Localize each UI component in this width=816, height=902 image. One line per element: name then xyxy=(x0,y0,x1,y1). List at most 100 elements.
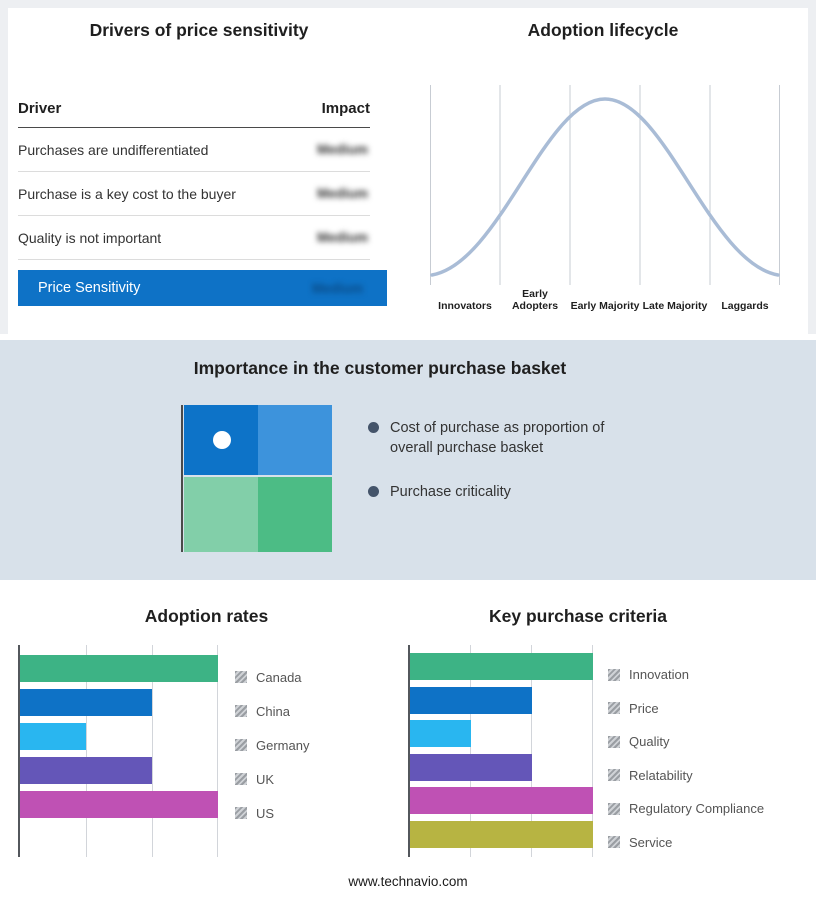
legend-item: UK xyxy=(235,762,309,796)
legend-item: Price xyxy=(608,692,764,726)
list-item: Purchase criticality xyxy=(368,482,648,502)
legend-item: US xyxy=(235,796,309,830)
stage-label: Laggards xyxy=(721,300,769,313)
lifecycle-title: Adoption lifecycle xyxy=(527,20,679,40)
bar-us xyxy=(20,791,218,818)
bar-price xyxy=(410,686,532,714)
bar-quality xyxy=(410,720,471,747)
table-row: Purchases are undifferentiated Medium xyxy=(18,128,370,172)
legend-swatch-icon xyxy=(235,671,247,683)
gridline xyxy=(592,645,593,857)
purchase-basket-matrix xyxy=(181,405,332,552)
bar-innovation xyxy=(410,653,593,680)
legend-swatch-icon xyxy=(235,705,247,717)
stage-label: Early Adopters xyxy=(511,287,559,313)
bullet-marker-icon xyxy=(368,422,379,433)
legend-swatch-icon xyxy=(608,702,620,715)
bar-relatability xyxy=(410,753,532,781)
bar-service xyxy=(410,820,593,848)
legend-label: Quality xyxy=(629,734,670,750)
gridline xyxy=(152,645,153,857)
matrix-position-dot xyxy=(213,431,231,449)
drivers-table-header: Driver Impact xyxy=(18,90,370,128)
legend-label: China xyxy=(256,703,290,719)
key-purchase-criteria-legend: Innovation Price Quality Relatability Re… xyxy=(608,658,764,859)
legend-swatch-icon xyxy=(608,836,620,849)
price-sensitivity-row: Price Sensitivity Medium xyxy=(18,270,387,306)
impact-cell-blurred: Medium xyxy=(311,280,363,296)
bar-uk xyxy=(20,757,152,784)
drivers-table: Driver Impact Purchases are undifferenti… xyxy=(18,90,370,260)
gridline xyxy=(86,645,87,857)
lifecycle-curve-path xyxy=(430,97,780,277)
bar-regulatory-compliance xyxy=(410,787,593,814)
legend-item: Canada xyxy=(235,660,309,694)
gridline xyxy=(217,645,218,857)
adoption-rates-bars xyxy=(20,655,218,825)
legend-label: UK xyxy=(256,771,275,787)
quadrant-br xyxy=(258,477,332,552)
quadrant-tl xyxy=(184,405,258,475)
gridline xyxy=(531,645,532,857)
driver-cell: Purchases are undifferentiated xyxy=(18,141,209,158)
legend-swatch-icon xyxy=(608,769,620,782)
quadrant-tr xyxy=(258,405,332,475)
legend-swatch-icon xyxy=(608,802,620,815)
table-row: Quality is not important Medium xyxy=(18,216,370,260)
impact-cell-blurred: Medium xyxy=(316,186,368,201)
stage-label: Innovators xyxy=(438,300,492,313)
basket-title: Importance in the customer purchase bask… xyxy=(193,358,567,378)
legend-label: Canada xyxy=(256,669,302,685)
stage-label: Late Majority xyxy=(642,300,708,313)
col-impact: Impact xyxy=(321,100,370,117)
legend-item: Innovation xyxy=(608,658,764,692)
legend-label: Relatability xyxy=(629,767,693,783)
bar-canada xyxy=(20,655,218,682)
legend-item: Quality xyxy=(608,725,764,759)
gridline xyxy=(470,645,471,857)
bar-germany xyxy=(20,723,86,750)
frame-right xyxy=(808,0,816,334)
legend-label: Regulatory Compliance xyxy=(629,801,765,817)
legend-label: Price xyxy=(629,700,659,716)
basket-section: Importance in the customer purchase bask… xyxy=(0,340,816,580)
bottom-charts-section: Adoption rates Key purchase criteria Can… xyxy=(0,580,816,902)
key-purchase-criteria-title: Key purchase criteria xyxy=(488,606,667,626)
basket-bullets: Cost of purchase as proportion of overal… xyxy=(368,418,648,502)
bar-china xyxy=(20,689,152,716)
drivers-title: Drivers of price sensitivity xyxy=(89,20,309,40)
legend-label: Germany xyxy=(256,737,310,753)
price-sensitivity-label: Price Sensitivity xyxy=(38,280,141,296)
impact-cell-blurred: Medium xyxy=(316,142,368,157)
quadrant-bl xyxy=(184,477,258,552)
list-item: Cost of purchase as proportion of overal… xyxy=(368,418,648,458)
lifecycle-plot xyxy=(430,85,780,285)
legend-swatch-icon xyxy=(235,739,247,751)
adoption-rates-legend: Canada China Germany UK US xyxy=(235,660,309,830)
col-driver: Driver xyxy=(18,100,62,117)
legend-swatch-icon xyxy=(235,807,247,819)
lifecycle-panel: Adoption lifecycle Innovators Early Adop… xyxy=(398,8,808,334)
bullet-text: Cost of purchase as proportion of overal… xyxy=(390,420,605,456)
driver-cell: Quality is not important xyxy=(18,229,162,246)
legend-item: Service xyxy=(608,826,764,860)
lifecycle-stage-labels: Innovators Early Adopters Early Majority… xyxy=(430,283,780,313)
legend-item: China xyxy=(235,694,309,728)
adoption-rates-title: Adoption rates xyxy=(144,606,269,626)
legend-label: US xyxy=(256,805,275,821)
legend-swatch-icon xyxy=(608,735,620,748)
legend-item: Relatability xyxy=(608,759,764,793)
table-row: Purchase is a key cost to the buyer Medi… xyxy=(18,172,370,216)
legend-swatch-icon xyxy=(608,668,620,681)
adoption-rates-plot xyxy=(18,645,218,857)
legend-item: Regulatory Compliance xyxy=(608,792,764,826)
key-purchase-criteria-bars xyxy=(410,653,593,854)
frame-top xyxy=(0,0,816,8)
bullet-marker-icon xyxy=(368,486,379,497)
bullet-text: Purchase criticality xyxy=(390,484,511,500)
legend-label: Innovation xyxy=(629,667,689,683)
legend-item: Germany xyxy=(235,728,309,762)
drivers-panel: Drivers of price sensitivity Driver Impa… xyxy=(8,8,390,334)
legend-label: Service xyxy=(629,834,673,850)
